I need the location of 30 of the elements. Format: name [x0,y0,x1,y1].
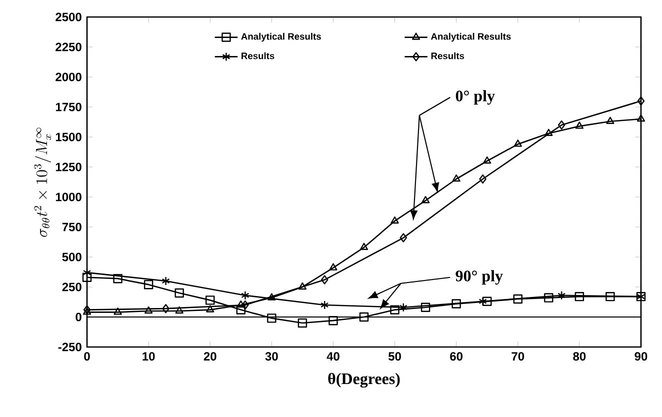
legend-label: Analytical Results [430,32,511,42]
x-tick-label: 0 [84,352,90,361]
annotation: 90° ply [456,270,503,285]
y-tick-label: 2250 [56,42,82,52]
legend-label: Results [242,52,274,60]
y-tick-label: 1250 [56,162,82,172]
y-tick-label: 2500 [56,12,82,22]
x-tick-label: 50 [388,352,401,361]
annotation: 0° ply [456,90,495,105]
y-tick-label: 750 [62,222,82,232]
y-tick-label: 1500 [56,132,82,142]
legend-label: Analytical Results [241,32,321,42]
x-tick-label: 10 [142,352,155,361]
x-tick-label: 60 [450,352,463,361]
x-tick-label: 20 [204,352,216,361]
y-tick-label: 0 [76,312,82,322]
x-tick-label: 40 [326,352,340,361]
x-tick-label: 80 [573,352,586,361]
y-tick-label: 500 [62,252,82,262]
x-tick-label: 30 [265,352,278,361]
y-tick-label: 1750 [56,102,82,112]
legend-label: Results [431,52,464,60]
y-tick-label: 250 [62,282,82,292]
y-axis-title: $\sigma_{\theta\theta} t^{2} \times 10^{3} / M_{x}^{\infty}$ [34,128,52,237]
y-tick-label: 2000 [56,72,82,82]
y-tick-label: 1000 [56,192,82,202]
x-tick-label: 70 [512,352,524,361]
y-tick-label: -250 [58,342,82,352]
x-tick-label: 90 [634,352,648,361]
x-axis-title: θ(Degrees) [328,372,400,388]
